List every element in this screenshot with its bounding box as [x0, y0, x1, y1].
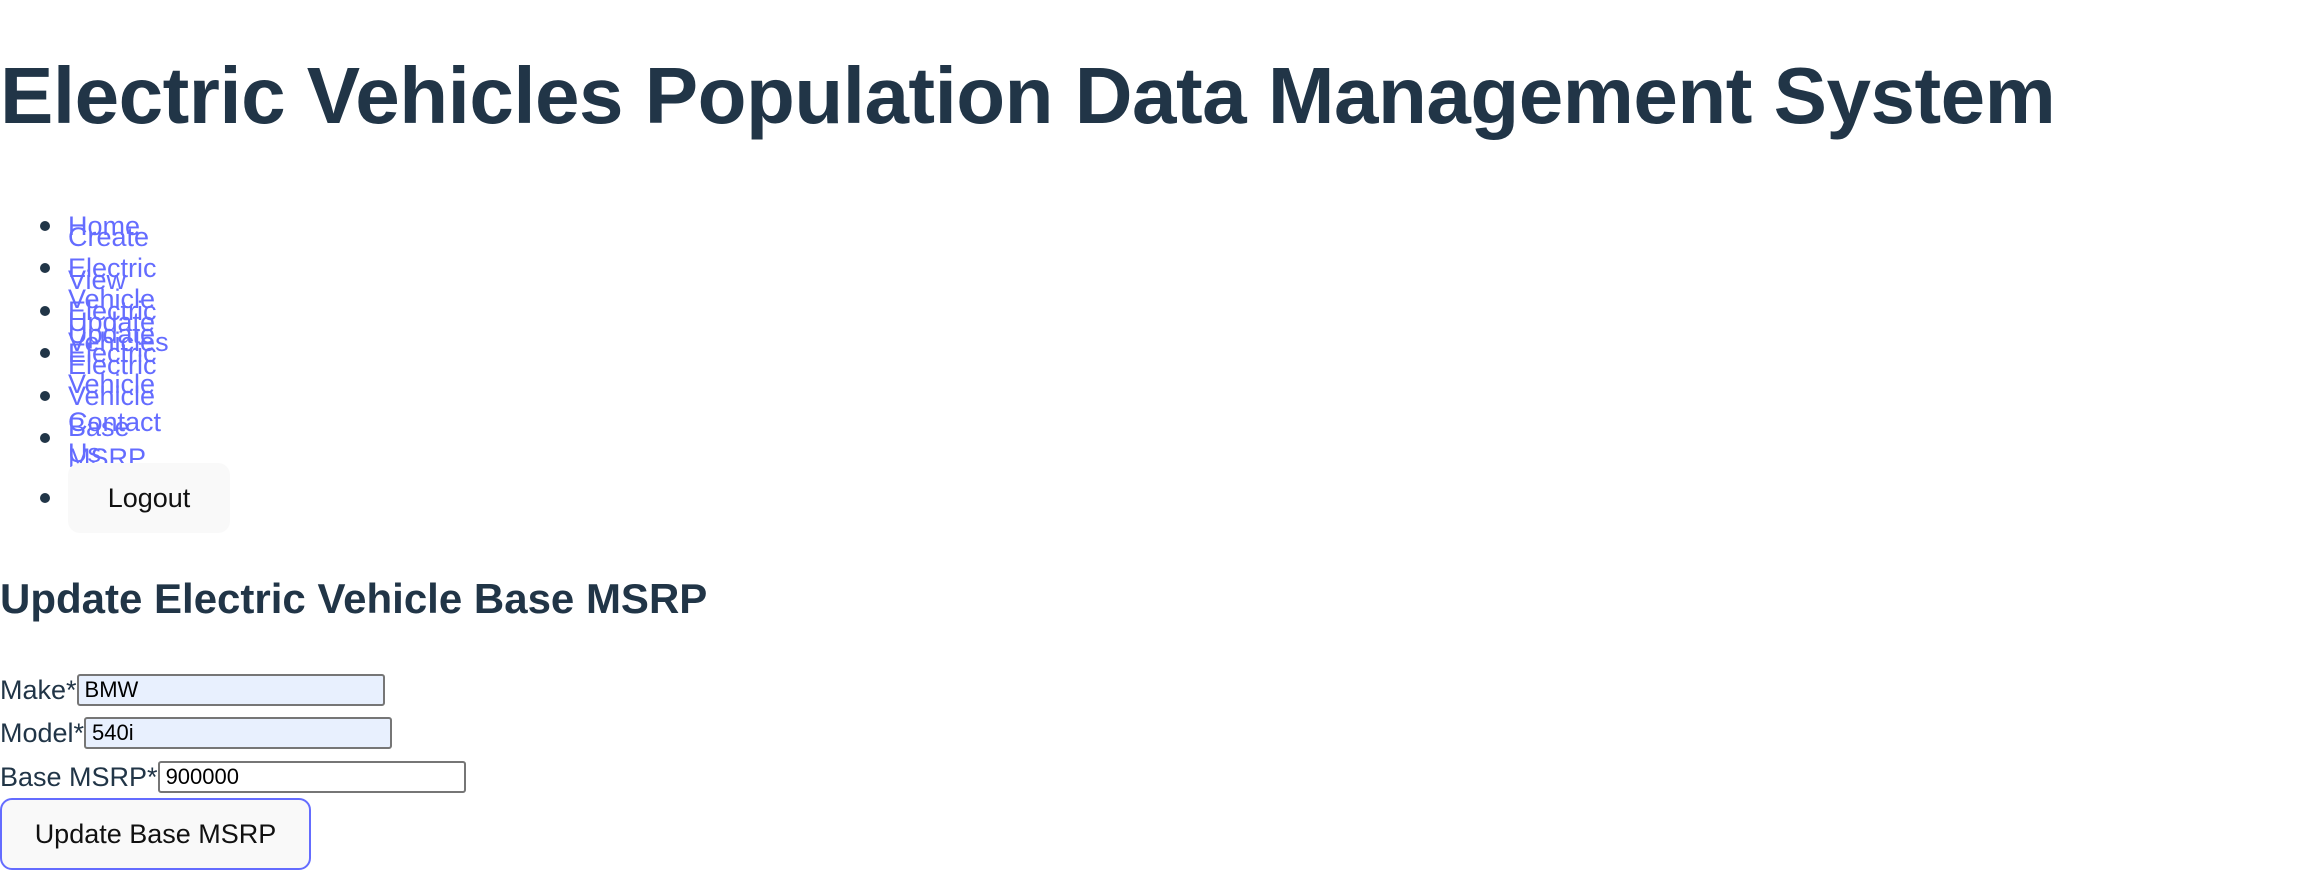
nav-link[interactable]: Home: [68, 210, 141, 241]
bullet: [40, 263, 50, 273]
nav-link[interactable]: View Electric Vehicles: [68, 264, 169, 357]
bullet: [40, 433, 50, 443]
bullet: [40, 348, 50, 358]
field-label: Make*: [0, 674, 77, 705]
bullet: [40, 391, 50, 401]
form-row: Make*: [0, 671, 385, 709]
page-title: Electric Vehicles Population Data Manage…: [0, 51, 2056, 140]
bullet: [40, 306, 50, 316]
form-title: Update Electric Vehicle Base MSRP: [0, 575, 708, 622]
field-label: Model*: [0, 717, 85, 748]
field-input[interactable]: [157, 761, 466, 793]
nav-link[interactable]: Create Electric Vehicle: [68, 221, 157, 314]
field-label: Base MSRP*: [0, 761, 158, 792]
nav-link[interactable]: Update Electric Vehicle: [68, 306, 157, 399]
bullet: [40, 221, 50, 231]
bullet: [40, 493, 50, 503]
form-row: Base MSRP*: [0, 758, 466, 796]
nav-link[interactable]: Contact Us: [68, 407, 162, 468]
form-row: Model*: [0, 714, 393, 752]
submit-button[interactable]: Update Base MSRP: [0, 798, 311, 870]
logout-button[interactable]: Logout: [68, 463, 230, 533]
field-input[interactable]: [84, 717, 393, 749]
nav-link[interactable]: Update Electric Vehicle Base MSRP: [68, 318, 157, 473]
field-input[interactable]: [76, 674, 385, 706]
